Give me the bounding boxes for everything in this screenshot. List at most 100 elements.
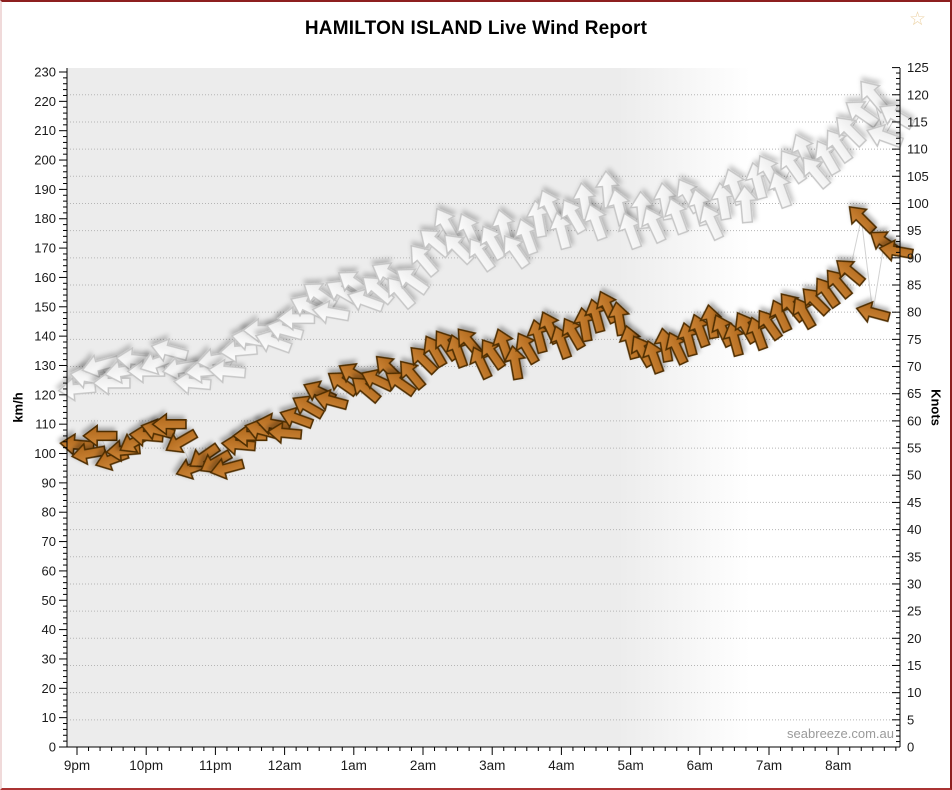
- tick-label: 25: [907, 604, 921, 619]
- wind-gusts-kmh-arrow: [387, 277, 417, 311]
- tick-label: 230: [34, 65, 56, 80]
- tick-label: 3am: [479, 758, 505, 773]
- wind-gusts-kmh-arrow: [265, 317, 305, 343]
- tick-label: 170: [34, 241, 56, 256]
- tick-label: 1am: [341, 758, 367, 773]
- wind-gusts-kmh-arrow: [513, 217, 539, 257]
- tick-label: 10pm: [129, 758, 163, 773]
- tick-label: 95: [907, 223, 921, 238]
- tick-label: 140: [34, 329, 56, 344]
- wind-average-kmh-arrow: [351, 377, 383, 405]
- wind-gusts-kmh-arrow: [767, 170, 793, 210]
- tick-label: 4am: [548, 758, 574, 773]
- wind-gusts-kmh-arrow: [395, 268, 431, 296]
- wind-gusts-kmh-arrow: [560, 198, 588, 236]
- tick-label: 180: [34, 211, 56, 226]
- wind-gusts-kmh-arrow: [641, 206, 667, 245]
- tick-label: 0: [49, 740, 56, 755]
- tick-label: 15: [907, 658, 921, 673]
- wind-average-kmh-arrow: [855, 300, 891, 324]
- wind-average-kmh-arrow: [82, 424, 118, 448]
- wind-average-kmh-arrow: [802, 288, 832, 317]
- wind-average-kmh-arrow: [151, 412, 187, 437]
- wind-average-kmh-arrow: [165, 428, 199, 454]
- wind-gusts-kmh-arrow: [698, 203, 725, 242]
- wind-average-kmh-arrow: [385, 372, 418, 398]
- tick-label: 20: [42, 681, 56, 696]
- wind-gusts-kmh-arrow: [150, 337, 190, 363]
- wind-average-kmh-arrow: [561, 317, 587, 351]
- wind-average-kmh-arrow: [279, 406, 315, 430]
- tick-label: 220: [34, 94, 56, 109]
- tick-label: 5: [907, 712, 914, 727]
- right-axis-label: Knots: [928, 389, 944, 426]
- watermark: seabreeze.com.au: [787, 726, 894, 741]
- wind-gusts-kmh-arrow: [172, 370, 212, 396]
- tick-label: 65: [907, 386, 921, 401]
- favorite-star-icon[interactable]: ☆: [908, 9, 926, 30]
- wind-average-kmh-arrow: [292, 395, 326, 420]
- wind-average-kmh-arrow: [758, 309, 784, 342]
- tick-label: 75: [907, 332, 921, 347]
- wind-average-kmh-arrow: [878, 238, 914, 263]
- tick-label: 30: [907, 576, 921, 591]
- tick-label: 210: [34, 123, 56, 138]
- wind-average-kmh-arrow: [835, 260, 867, 287]
- tick-label: 20: [907, 631, 921, 646]
- tick-label: 120: [34, 387, 56, 402]
- tick-label: 120: [907, 87, 929, 102]
- tick-label: 11pm: [199, 758, 232, 773]
- wind-average-kmh-arrow: [220, 432, 257, 457]
- plot-area: [67, 68, 900, 747]
- wind-average-kmh-arrow: [266, 420, 303, 445]
- tick-label: 7am: [756, 758, 782, 773]
- wind-gusts-kmh-arrow: [254, 329, 293, 354]
- wind-gusts-kmh-arrow: [161, 356, 201, 382]
- wind-average-kmh-arrow: [826, 269, 854, 301]
- wind-gusts-kmh-arrow: [81, 353, 121, 379]
- wind-gusts-kmh-arrow: [548, 211, 574, 251]
- tick-label: 30: [42, 651, 56, 666]
- wind-gusts-kmh-arrow: [468, 237, 497, 273]
- tick-label: 55: [907, 441, 921, 456]
- tick-label: 200: [34, 153, 56, 168]
- wind-gusts-kmh-arrow: [91, 370, 131, 396]
- tick-label: 60: [42, 563, 56, 578]
- tick-label: 9pm: [64, 758, 90, 773]
- wind-gusts-kmh-arrow: [845, 101, 881, 129]
- tick-label: 12am: [268, 758, 302, 773]
- wind-average-kmh-arrow: [815, 277, 841, 310]
- wind-gusts-kmh-arrow: [433, 207, 461, 244]
- tick-label: 70: [42, 534, 56, 549]
- wind-gusts-kmh-arrow: [410, 244, 440, 279]
- tick-label: 10: [42, 710, 56, 725]
- tick-label: 100: [907, 196, 929, 211]
- tick-label: 150: [34, 299, 56, 314]
- tick-label: 90: [907, 250, 921, 265]
- wind-gusts-kmh-arrow: [826, 129, 854, 165]
- tick-label: 50: [907, 468, 921, 483]
- wind-average-kmh-arrow: [848, 205, 878, 235]
- wind-average-kmh-arrow: [313, 388, 349, 412]
- wind-average-kmh-arrow: [641, 339, 665, 375]
- wind-gusts-kmh-arrow: [346, 287, 386, 313]
- tick-label: 8am: [825, 758, 851, 773]
- page-title: HAMILTON ISLAND Live Wind Report: [304, 18, 648, 39]
- wind-average-kmh-arrow: [665, 331, 689, 366]
- tick-label: 105: [907, 169, 929, 184]
- tick-label: 40: [907, 522, 921, 537]
- tick-label: 110: [907, 142, 928, 157]
- wind-average-kmh-arrow: [503, 344, 527, 381]
- wind-average-kmh-arrow: [410, 346, 440, 376]
- tick-label: 80: [907, 305, 921, 320]
- tick-label: 130: [34, 358, 56, 373]
- tick-label: 100: [34, 446, 56, 461]
- wind-gusts-kmh-arrow: [503, 234, 531, 270]
- wind-gusts-kmh-arrow: [802, 156, 832, 191]
- tick-label: 70: [907, 359, 921, 374]
- tick-label: 85: [907, 278, 921, 293]
- tick-label: 80: [42, 505, 56, 520]
- tick-label: 2am: [410, 758, 436, 773]
